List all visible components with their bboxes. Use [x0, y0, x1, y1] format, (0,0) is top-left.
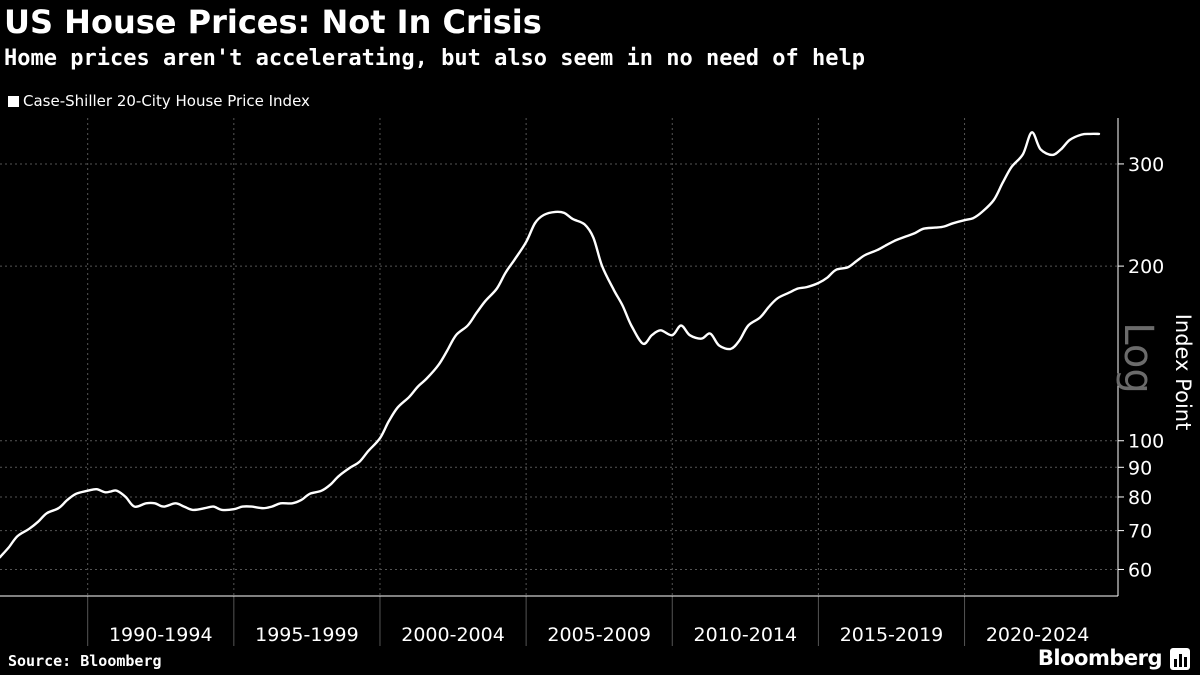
- y-axis-label: Index Point: [1171, 314, 1195, 431]
- chart-title: US House Prices: Not In Crisis: [4, 3, 542, 41]
- x-tick-label: 2005-2009: [547, 624, 651, 646]
- y-tick-label: 200: [1128, 256, 1164, 278]
- log-scale-watermark: Log: [1115, 322, 1161, 393]
- y-tick-label: 60: [1128, 559, 1152, 581]
- x-tick-label: 2010-2014: [694, 624, 798, 646]
- series-line: [0, 131, 1101, 559]
- chart-subtitle: Home prices aren't accelerating, but als…: [4, 46, 865, 71]
- y-tick-label: 70: [1128, 521, 1152, 543]
- y-tick-label: 80: [1128, 487, 1152, 509]
- y-tick-label: 90: [1128, 457, 1152, 479]
- chart-legend: Case-Shiller 20-City House Price Index: [8, 90, 310, 112]
- source-note: Source: Bloomberg: [8, 652, 162, 670]
- x-tick-label: 2000-2004: [401, 624, 505, 646]
- axes: 60 70 80 90 100 200 300 1990-1994 1995-1999 2000-…: [0, 118, 1164, 646]
- x-tick-label: 2015-2019: [840, 624, 944, 646]
- bloomberg-bars-icon: [1170, 648, 1190, 670]
- x-tick-label: 2020-2024: [986, 624, 1090, 646]
- legend-label: Case-Shiller 20-City House Price Index: [23, 92, 310, 110]
- y-tick-label: 100: [1128, 431, 1164, 453]
- bloomberg-logo: Bloomberg: [1037, 646, 1163, 670]
- series-layer: [0, 131, 1101, 559]
- gridlines: [0, 118, 1118, 596]
- x-tick-label: 1990-1994: [109, 624, 213, 646]
- x-tick-label: 1995-1999: [255, 624, 359, 646]
- y-tick-label: 300: [1128, 154, 1164, 176]
- legend-swatch: [8, 95, 19, 107]
